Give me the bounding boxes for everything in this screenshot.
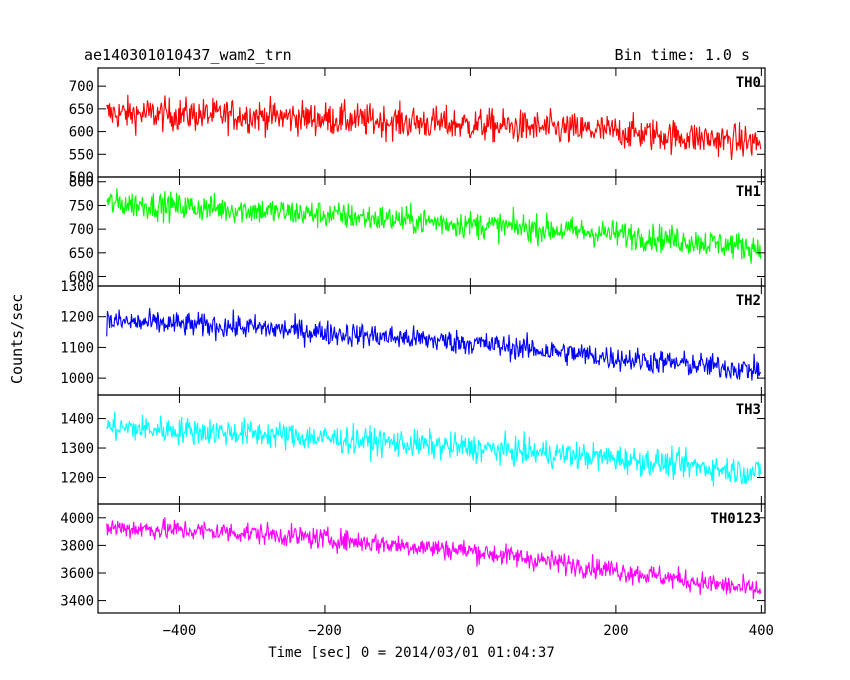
y-tick-label-th3: 1400 — [60, 412, 94, 428]
y-tick-label-th1: 800 — [69, 175, 94, 191]
y-tick-label-th2: 1100 — [60, 340, 94, 356]
y-tick-label-th0123: 4000 — [60, 511, 94, 527]
y-tick-label-th1: 750 — [69, 198, 94, 214]
panel-label-th0: TH0 — [736, 75, 761, 91]
series-line-th0123 — [106, 517, 762, 600]
series-line-th3 — [106, 411, 762, 487]
y-tick-label-th3: 1300 — [60, 441, 94, 457]
y-tick-label-th1: 600 — [69, 270, 94, 286]
bin-time-label: Bin time: 1.0 s — [614, 46, 750, 64]
y-tick-label-th0: 500 — [69, 170, 94, 186]
y-tick-label-th3: 1200 — [60, 470, 94, 486]
panel-frame-th0123 — [97, 503, 766, 614]
x-tick-label: −200 — [308, 623, 342, 639]
x-tick-label: −400 — [163, 623, 197, 639]
y-tick-label-th2: 1200 — [60, 310, 94, 326]
y-tick-label-th0123: 3800 — [60, 538, 94, 554]
panel-frame-th2 — [97, 285, 766, 396]
y-tick-label-th2: 1300 — [60, 279, 94, 295]
panel-label-th3: TH3 — [736, 402, 761, 418]
y-tick-label-th0: 650 — [69, 102, 94, 118]
x-tick-label: 0 — [466, 623, 474, 639]
chart-title: ae140301010437_wam2_trn — [84, 46, 292, 64]
y-tick-label-th0123: 3400 — [60, 594, 94, 610]
series-line-th1 — [106, 188, 762, 264]
y-tick-label-th0: 600 — [69, 125, 94, 141]
series-line-th0 — [106, 94, 762, 161]
panel-label-th1: TH1 — [736, 184, 761, 200]
y-tick-label-th0123: 3600 — [60, 566, 94, 582]
x-tick-label: 200 — [603, 623, 628, 639]
series-line-th2 — [106, 308, 762, 381]
y-tick-label-th1: 650 — [69, 246, 94, 262]
x-axis-title: Time [sec] 0 = 2014/03/01 01:04:37 — [268, 645, 555, 661]
y-tick-label-th0: 550 — [69, 147, 94, 163]
panel-label-th0123: TH0123 — [710, 511, 761, 527]
y-tick-label-th1: 700 — [69, 222, 94, 238]
y-tick-label-th2: 1000 — [60, 371, 94, 387]
y-tick-label-th0: 700 — [69, 79, 94, 95]
panel-label-th2: TH2 — [736, 293, 761, 309]
x-tick-label: 400 — [749, 623, 774, 639]
